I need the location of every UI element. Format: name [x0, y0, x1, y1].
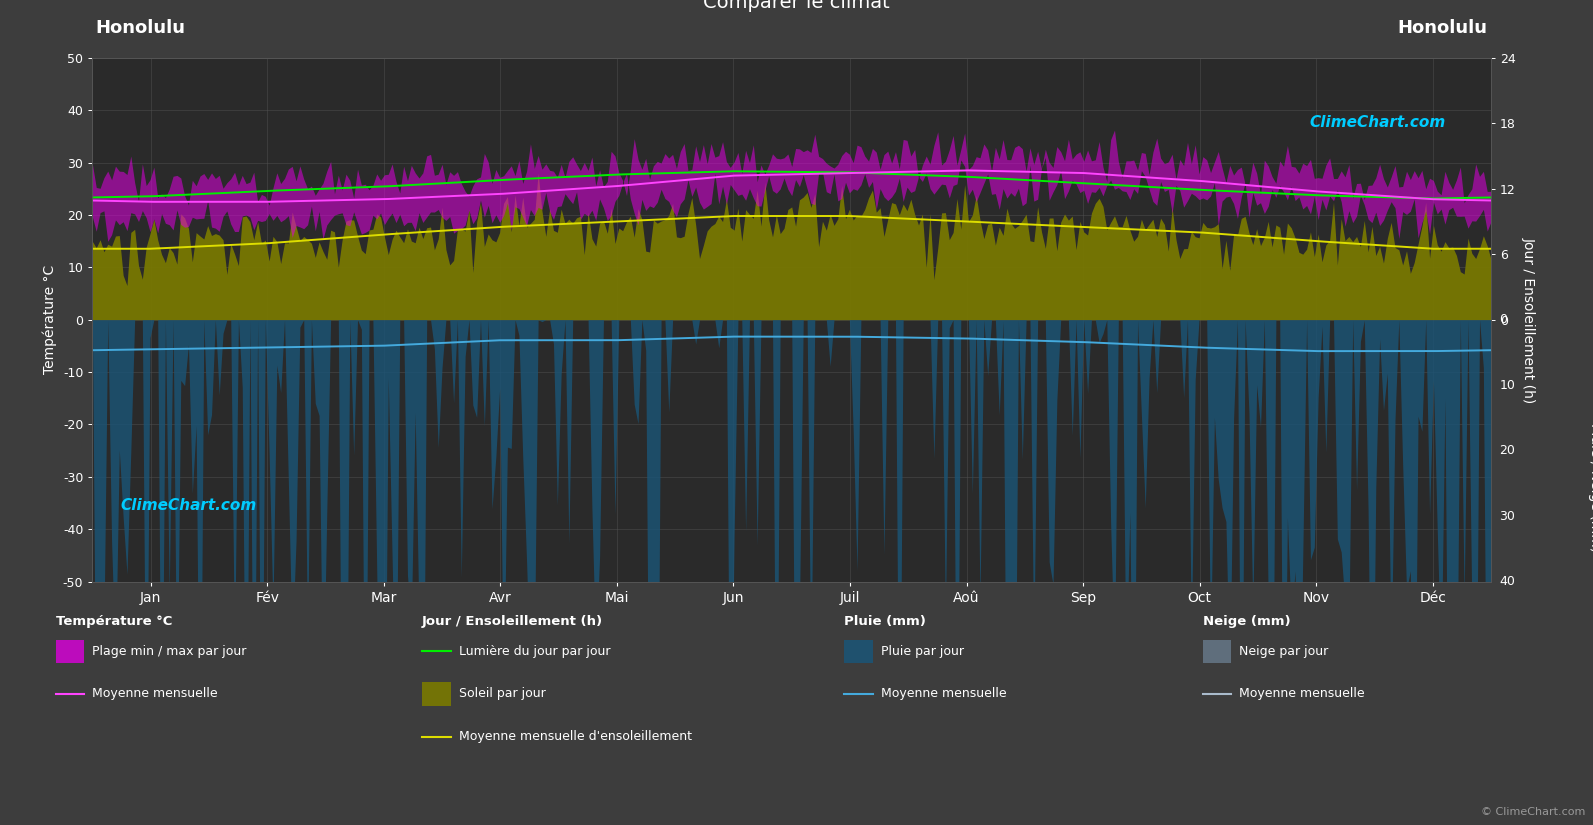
Text: 40: 40 — [1499, 575, 1515, 588]
Text: ClimeChart.com: ClimeChart.com — [1309, 116, 1445, 130]
Text: Honolulu: Honolulu — [96, 19, 185, 37]
Text: Comparer le climat: Comparer le climat — [703, 0, 890, 12]
Text: Soleil par jour: Soleil par jour — [459, 687, 545, 700]
Text: Moyenne mensuelle: Moyenne mensuelle — [881, 687, 1007, 700]
Text: 0: 0 — [1499, 314, 1507, 326]
Y-axis label: Jour / Ensoleillement (h): Jour / Ensoleillement (h) — [1521, 237, 1536, 403]
Text: Plage min / max par jour: Plage min / max par jour — [92, 644, 247, 658]
Text: Moyenne mensuelle: Moyenne mensuelle — [1239, 687, 1365, 700]
Text: Pluie par jour: Pluie par jour — [881, 644, 964, 658]
Text: 10: 10 — [1499, 379, 1515, 392]
Text: Neige (mm): Neige (mm) — [1203, 615, 1290, 628]
Text: Pluie / Neige (mm): Pluie / Neige (mm) — [1588, 422, 1593, 552]
Text: Jour / Ensoleillement (h): Jour / Ensoleillement (h) — [422, 615, 604, 628]
Text: ClimeChart.com: ClimeChart.com — [121, 497, 256, 513]
Y-axis label: Température °C: Température °C — [43, 265, 57, 375]
Text: Moyenne mensuelle: Moyenne mensuelle — [92, 687, 218, 700]
Text: © ClimeChart.com: © ClimeChart.com — [1481, 807, 1587, 817]
Text: 30: 30 — [1499, 510, 1515, 523]
Text: Honolulu: Honolulu — [1399, 19, 1488, 37]
Text: Lumière du jour par jour: Lumière du jour par jour — [459, 644, 610, 658]
Text: 20: 20 — [1499, 444, 1515, 457]
Text: Neige par jour: Neige par jour — [1239, 644, 1329, 658]
Text: Pluie (mm): Pluie (mm) — [844, 615, 926, 628]
Text: Moyenne mensuelle d'ensoleillement: Moyenne mensuelle d'ensoleillement — [459, 730, 691, 743]
Text: Température °C: Température °C — [56, 615, 172, 628]
